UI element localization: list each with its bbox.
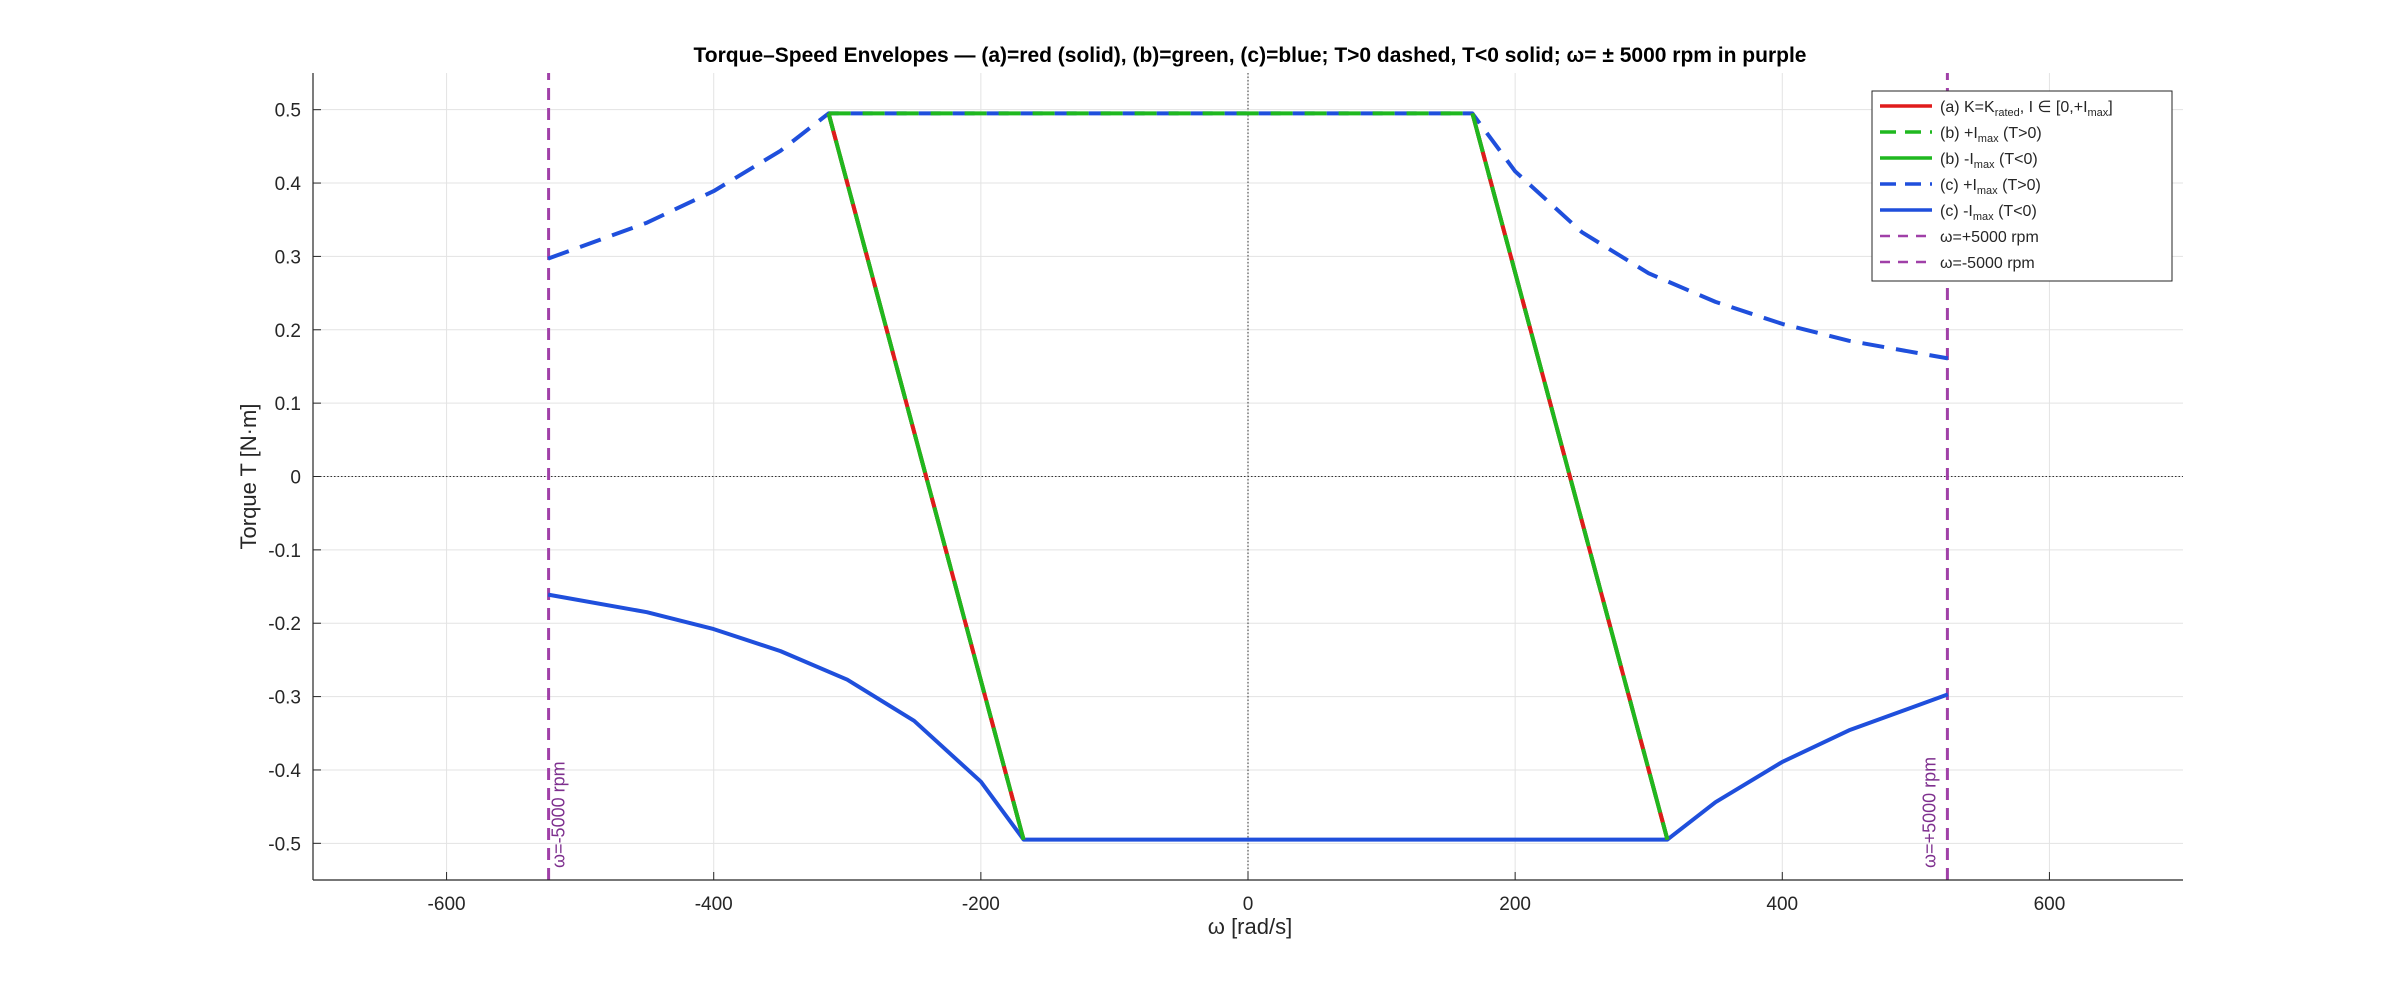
x-tick-label: 0 — [1243, 894, 1254, 915]
x-tick-label: -200 — [962, 894, 1000, 915]
chart-title: Torque–Speed Envelopes — (a)=red (solid)… — [694, 44, 1807, 67]
y-tick-label: 0.2 — [275, 321, 301, 342]
x-tick-label: -600 — [428, 894, 466, 915]
x-tick-label: 600 — [2034, 894, 2066, 915]
x-axis-label: ω [rad/s] — [1208, 914, 1292, 939]
x-tick-label: -400 — [695, 894, 733, 915]
legend-entry-label: (c) -Imax (T<0) — [1940, 203, 2037, 223]
y-tick-label: -0.2 — [268, 614, 301, 635]
y-tick-label: 0 — [290, 468, 301, 489]
x-tick-label: 400 — [1766, 894, 1798, 915]
series-lines — [547, 73, 1949, 880]
series-b-negative-overlay — [1470, 112, 1670, 841]
x-tick-label: 200 — [1499, 894, 1531, 915]
legend-entry-label: (b) -Imax (T<0) — [1940, 151, 2038, 171]
y-tick-label: -0.4 — [268, 761, 301, 782]
rpm-marker-labels: ω=-5000 rpm ω=+5000 rpm — [549, 757, 1940, 868]
legend-entry-label: (b) +Imax (T>0) — [1940, 125, 2042, 145]
y-tick-label: 0.4 — [275, 174, 302, 195]
axes — [312, 73, 2183, 881]
legend-entry-label: ω=+5000 rpm — [1940, 229, 2039, 246]
y-axis-label: Torque T [N·m] — [236, 404, 261, 550]
zero-reference-lines — [313, 73, 2183, 880]
tick-labels: -600 -400 -200 0 200 400 600 0.5 0.4 0.3 0.2 0.1 0 -0… — [268, 101, 2065, 915]
y-tick-label: 0.5 — [275, 101, 301, 122]
y-tick-label: -0.1 — [268, 541, 301, 562]
legend-entry-label: ω=-5000 rpm — [1940, 255, 2035, 272]
legend-box — [1871, 90, 2173, 282]
y-tick-label: -0.3 — [268, 688, 301, 709]
omega-minus-5000-label: ω=-5000 rpm — [549, 761, 569, 868]
legend-entry-label: (c) +Imax (T>0) — [1940, 177, 2041, 197]
series-c-negative-line — [547, 592, 1949, 842]
y-tick-label: 0.1 — [275, 394, 301, 415]
series-b-negative-overlay — [826, 112, 1026, 841]
legend-entry-label: (a) K=Krated, I ∈ [0,+Imax] — [1940, 99, 2113, 119]
y-tick-label: 0.3 — [275, 247, 301, 268]
omega-plus-5000-label: ω=+5000 rpm — [1919, 757, 1939, 868]
legend: (a) K=Krated, I ∈ [0,+Imax] (b) +Imax (T>… — [1871, 90, 2173, 282]
y-tick-label: -0.5 — [268, 834, 301, 855]
